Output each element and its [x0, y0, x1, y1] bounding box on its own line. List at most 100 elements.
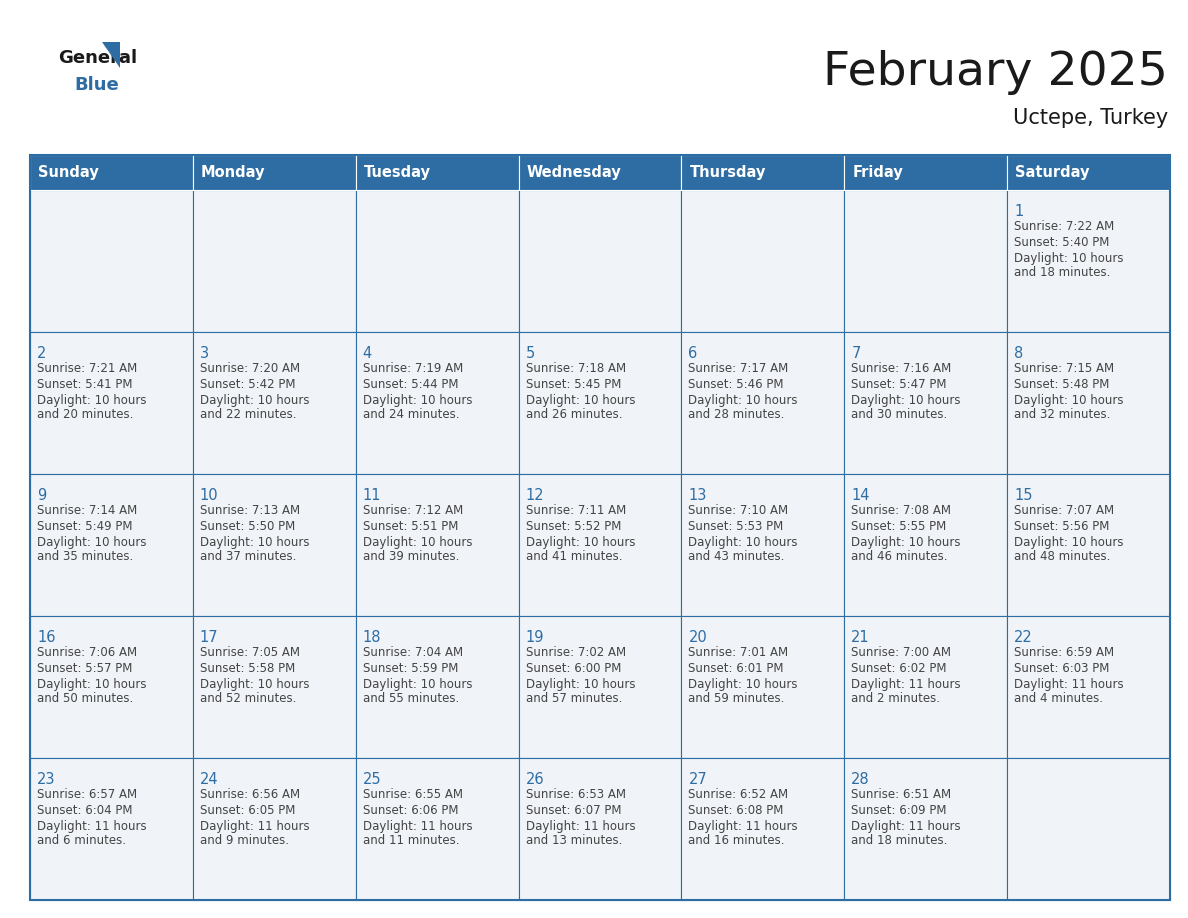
Text: Daylight: 11 hours: Daylight: 11 hours — [37, 820, 146, 833]
Text: Daylight: 10 hours: Daylight: 10 hours — [525, 536, 636, 549]
Bar — [192, 332, 355, 474]
Bar — [519, 474, 682, 616]
Text: Daylight: 11 hours: Daylight: 11 hours — [525, 820, 636, 833]
Text: 1: 1 — [1015, 204, 1023, 219]
Text: Daylight: 10 hours: Daylight: 10 hours — [37, 394, 146, 407]
Text: Sunset: 6:08 PM: Sunset: 6:08 PM — [688, 804, 784, 817]
Text: Sunrise: 7:05 AM: Sunrise: 7:05 AM — [200, 646, 299, 659]
Text: Sunrise: 7:22 AM: Sunrise: 7:22 AM — [1015, 220, 1114, 233]
Text: and 6 minutes.: and 6 minutes. — [37, 834, 126, 847]
Text: Daylight: 10 hours: Daylight: 10 hours — [1015, 536, 1124, 549]
Text: Daylight: 10 hours: Daylight: 10 hours — [525, 678, 636, 691]
Text: Sunrise: 7:06 AM: Sunrise: 7:06 AM — [37, 646, 137, 659]
Text: Daylight: 11 hours: Daylight: 11 hours — [362, 820, 473, 833]
Text: and 11 minutes.: and 11 minutes. — [362, 834, 460, 847]
Text: Blue: Blue — [74, 76, 119, 94]
Text: 5: 5 — [525, 346, 535, 361]
Bar — [1007, 190, 1170, 332]
Bar — [682, 616, 845, 758]
Text: 23: 23 — [37, 772, 56, 787]
Text: Daylight: 10 hours: Daylight: 10 hours — [37, 678, 146, 691]
Text: and 16 minutes.: and 16 minutes. — [688, 834, 785, 847]
Text: Sunset: 5:46 PM: Sunset: 5:46 PM — [688, 378, 784, 391]
Bar — [192, 155, 355, 190]
Text: Sunrise: 6:57 AM: Sunrise: 6:57 AM — [37, 788, 137, 801]
Text: Sunset: 6:01 PM: Sunset: 6:01 PM — [688, 662, 784, 675]
Text: Sunset: 5:50 PM: Sunset: 5:50 PM — [200, 520, 295, 533]
Bar — [519, 190, 682, 332]
Text: and 18 minutes.: and 18 minutes. — [852, 834, 948, 847]
Text: Sunrise: 6:59 AM: Sunrise: 6:59 AM — [1015, 646, 1114, 659]
Text: Daylight: 10 hours: Daylight: 10 hours — [688, 536, 798, 549]
Text: Daylight: 10 hours: Daylight: 10 hours — [362, 536, 472, 549]
Text: and 59 minutes.: and 59 minutes. — [688, 692, 785, 705]
Bar — [1007, 155, 1170, 190]
Text: and 30 minutes.: and 30 minutes. — [852, 408, 948, 421]
Text: Sunrise: 7:07 AM: Sunrise: 7:07 AM — [1015, 504, 1114, 517]
Text: Uctepe, Turkey: Uctepe, Turkey — [1012, 108, 1168, 128]
Bar — [682, 155, 845, 190]
Text: and 9 minutes.: and 9 minutes. — [200, 834, 289, 847]
Text: Sunday: Sunday — [38, 165, 99, 180]
Text: Sunrise: 7:08 AM: Sunrise: 7:08 AM — [852, 504, 952, 517]
Text: and 24 minutes.: and 24 minutes. — [362, 408, 460, 421]
Bar — [1007, 616, 1170, 758]
Bar — [1007, 758, 1170, 900]
Text: Sunset: 6:00 PM: Sunset: 6:00 PM — [525, 662, 621, 675]
Text: Thursday: Thursday — [689, 165, 766, 180]
Text: Daylight: 11 hours: Daylight: 11 hours — [200, 820, 310, 833]
Text: and 48 minutes.: and 48 minutes. — [1015, 550, 1111, 563]
Text: Daylight: 10 hours: Daylight: 10 hours — [200, 536, 309, 549]
Text: Sunrise: 7:13 AM: Sunrise: 7:13 AM — [200, 504, 301, 517]
Bar — [1007, 332, 1170, 474]
Text: Sunrise: 7:04 AM: Sunrise: 7:04 AM — [362, 646, 463, 659]
Text: Sunrise: 7:16 AM: Sunrise: 7:16 AM — [852, 362, 952, 375]
Text: 2: 2 — [37, 346, 46, 361]
Text: 6: 6 — [688, 346, 697, 361]
Text: 17: 17 — [200, 630, 219, 645]
Text: 27: 27 — [688, 772, 707, 787]
Text: Daylight: 11 hours: Daylight: 11 hours — [1015, 678, 1124, 691]
Text: Daylight: 10 hours: Daylight: 10 hours — [852, 536, 961, 549]
Bar — [355, 758, 519, 900]
Text: 22: 22 — [1015, 630, 1032, 645]
Text: and 22 minutes.: and 22 minutes. — [200, 408, 296, 421]
Text: Sunset: 5:55 PM: Sunset: 5:55 PM — [852, 520, 947, 533]
Text: Sunrise: 7:14 AM: Sunrise: 7:14 AM — [37, 504, 138, 517]
Text: General: General — [58, 49, 137, 67]
Bar — [682, 474, 845, 616]
Bar — [519, 155, 682, 190]
Text: Sunrise: 7:15 AM: Sunrise: 7:15 AM — [1015, 362, 1114, 375]
Text: Sunrise: 6:51 AM: Sunrise: 6:51 AM — [852, 788, 952, 801]
Text: Sunset: 5:44 PM: Sunset: 5:44 PM — [362, 378, 459, 391]
Bar — [845, 616, 1007, 758]
Text: Daylight: 11 hours: Daylight: 11 hours — [688, 820, 798, 833]
Text: Sunrise: 7:21 AM: Sunrise: 7:21 AM — [37, 362, 138, 375]
Text: Saturday: Saturday — [1015, 165, 1089, 180]
Text: Sunset: 5:42 PM: Sunset: 5:42 PM — [200, 378, 296, 391]
Text: Sunset: 6:04 PM: Sunset: 6:04 PM — [37, 804, 133, 817]
Text: Sunrise: 7:02 AM: Sunrise: 7:02 AM — [525, 646, 626, 659]
Text: Sunrise: 7:01 AM: Sunrise: 7:01 AM — [688, 646, 789, 659]
Text: Sunset: 6:05 PM: Sunset: 6:05 PM — [200, 804, 296, 817]
Bar — [192, 616, 355, 758]
Text: Tuesday: Tuesday — [364, 165, 431, 180]
Bar — [30, 332, 192, 474]
Text: and 18 minutes.: and 18 minutes. — [1015, 266, 1111, 279]
Bar — [355, 332, 519, 474]
Bar — [355, 474, 519, 616]
Text: 14: 14 — [852, 488, 870, 503]
Text: 4: 4 — [362, 346, 372, 361]
Polygon shape — [102, 42, 120, 68]
Text: Daylight: 11 hours: Daylight: 11 hours — [852, 678, 961, 691]
Text: Wednesday: Wednesday — [526, 165, 621, 180]
Text: Sunrise: 7:00 AM: Sunrise: 7:00 AM — [852, 646, 952, 659]
Text: 20: 20 — [688, 630, 707, 645]
Text: Sunset: 5:59 PM: Sunset: 5:59 PM — [362, 662, 459, 675]
Text: and 4 minutes.: and 4 minutes. — [1015, 692, 1104, 705]
Text: and 46 minutes.: and 46 minutes. — [852, 550, 948, 563]
Text: Sunset: 5:48 PM: Sunset: 5:48 PM — [1015, 378, 1110, 391]
Text: 16: 16 — [37, 630, 56, 645]
Text: Daylight: 10 hours: Daylight: 10 hours — [362, 678, 472, 691]
Text: and 50 minutes.: and 50 minutes. — [37, 692, 133, 705]
